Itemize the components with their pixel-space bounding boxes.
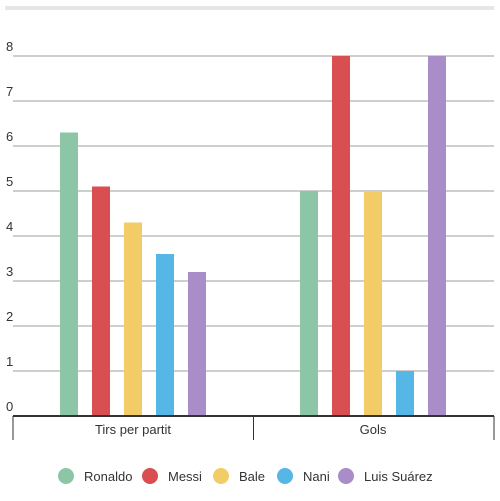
x-category-label: Gols: [360, 422, 387, 437]
bar-bale-1[interactable]: [364, 191, 382, 416]
bar-luis-su-rez-1[interactable]: [428, 56, 446, 416]
bar-bale-0[interactable]: [124, 222, 142, 417]
legend[interactable]: Ronaldo Messi Bale Nani Luis Suárez: [58, 468, 433, 484]
legend-swatch: [213, 468, 229, 484]
y-tick-labels: 0 1 2 3 4 5 6 7 8: [6, 39, 13, 414]
legend-item-bale[interactable]: Bale: [213, 468, 265, 484]
legend-swatch: [338, 468, 354, 484]
legend-swatch: [142, 468, 158, 484]
y-tick-label: 8: [6, 39, 13, 54]
legend-label: Ronaldo: [84, 469, 132, 484]
legend-label: Bale: [239, 469, 265, 484]
bar-messi-0[interactable]: [92, 186, 110, 417]
y-tick-label: 0: [6, 399, 13, 414]
y-tick-label: 5: [6, 174, 13, 189]
legend-item-luis-su-rez[interactable]: Luis Suárez: [338, 468, 433, 484]
legend-label: Messi: [168, 469, 202, 484]
gridlines: [13, 55, 494, 372]
legend-item-messi[interactable]: Messi: [142, 468, 202, 484]
bar-ronaldo-1[interactable]: [300, 191, 318, 416]
bar-nani-0[interactable]: [156, 254, 174, 416]
legend-label: Luis Suárez: [364, 469, 433, 484]
y-tick-label: 4: [6, 219, 13, 234]
y-tick-label: 3: [6, 264, 13, 279]
bars: [60, 56, 446, 416]
bar-nani-1[interactable]: [396, 371, 414, 416]
bar-ronaldo-0[interactable]: [60, 132, 78, 417]
legend-swatch: [58, 468, 74, 484]
legend-label: Nani: [303, 469, 330, 484]
legend-item-nani[interactable]: Nani: [277, 468, 330, 484]
legend-swatch: [277, 468, 293, 484]
x-category-label: Tirs per partit: [95, 422, 171, 437]
x-axis: Tirs per partit Gols: [12, 415, 495, 440]
bar-messi-1[interactable]: [332, 56, 350, 416]
y-tick-label: 6: [6, 129, 13, 144]
y-tick-label: 1: [6, 354, 13, 369]
legend-item-ronaldo[interactable]: Ronaldo: [58, 468, 132, 484]
y-tick-label: 7: [6, 84, 13, 99]
top-band: [5, 6, 494, 10]
bar-luis-su-rez-0[interactable]: [188, 272, 206, 416]
y-tick-label: 2: [6, 309, 13, 324]
